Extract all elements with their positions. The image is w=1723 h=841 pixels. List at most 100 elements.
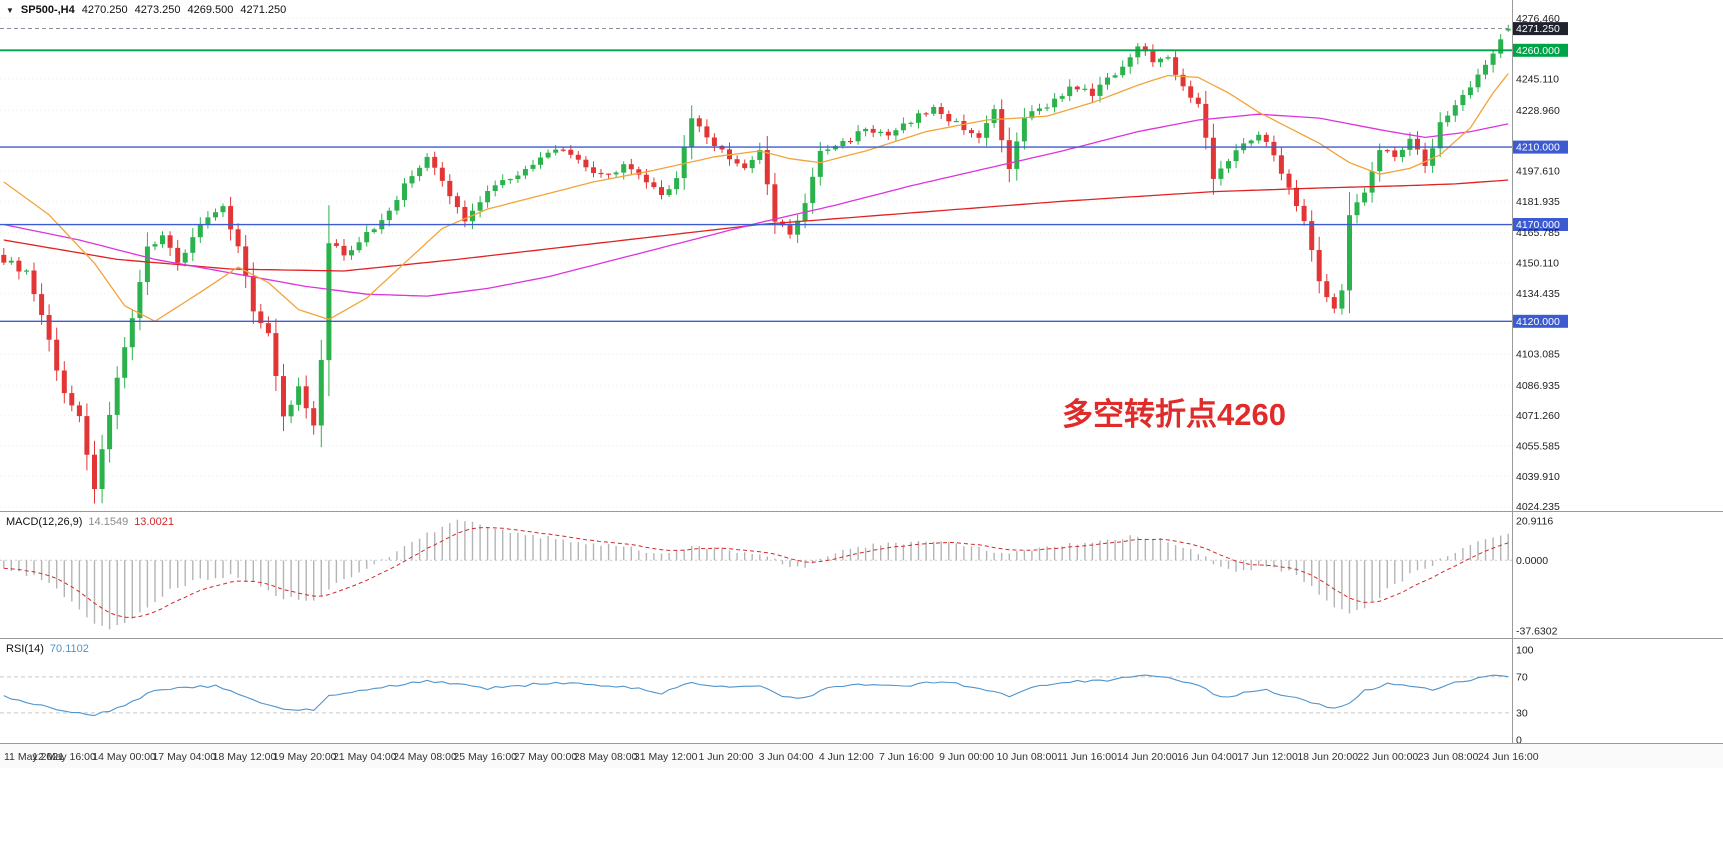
candle-up [1248, 140, 1254, 144]
candle-up [1460, 95, 1466, 106]
candle-down [598, 172, 604, 175]
candle-down [54, 339, 60, 371]
price-axis[interactable] [1513, 0, 1723, 743]
annotation-text[interactable]: 多空转折点4260 [1062, 397, 1286, 432]
candle-up [1369, 171, 1375, 193]
candle-down [175, 247, 181, 263]
candle-up [1135, 46, 1141, 58]
candle-up [137, 282, 143, 319]
candle-down [1301, 205, 1307, 222]
candle-up [409, 176, 415, 184]
candle-up [1120, 66, 1126, 76]
time-axis-label: 10 Jun 08:00 [996, 751, 1057, 763]
price-line-label: 4210.000 [1513, 140, 1568, 154]
candle-up [1082, 88, 1088, 90]
candle-down [1150, 51, 1156, 63]
candle-up [757, 150, 763, 160]
candle-up [1112, 75, 1118, 78]
candle-up [840, 141, 846, 146]
time-axis-label: 3 Jun 04:00 [759, 751, 814, 763]
time-axis-label: 14 May 00:00 [92, 751, 156, 763]
candle-up [1399, 149, 1405, 157]
candle-up [1021, 118, 1027, 142]
rsi-axis-label: 70 [1516, 671, 1528, 683]
candle-up [863, 128, 869, 132]
time-axis-label: 25 May 16:00 [453, 751, 517, 763]
time-axis-label: 14 Jun 20:00 [1117, 751, 1178, 763]
candle-up [129, 318, 135, 348]
candle-up [356, 242, 362, 251]
time-axis-label: 17 Jun 12:00 [1237, 751, 1298, 763]
macd-axis-label: -37.6302 [1516, 625, 1558, 637]
candle-down [235, 229, 241, 247]
candle-down [1173, 57, 1179, 75]
time-axis-label: 9 Jun 00:00 [939, 751, 994, 763]
time-axis-label: 21 May 04:00 [333, 751, 397, 763]
candle-up [296, 386, 302, 405]
macd-signal-line [3, 527, 1509, 619]
candle-down [560, 149, 566, 151]
time-axis-label: 18 Jun 20:00 [1297, 751, 1358, 763]
candle-up [1452, 105, 1458, 116]
candle-up [900, 123, 906, 131]
candle-up [1362, 192, 1368, 203]
candle-down [311, 408, 317, 426]
price-axis-label: 4039.910 [1516, 471, 1560, 483]
candle-up [371, 229, 377, 232]
time-axis-label: 16 Jun 04:00 [1177, 751, 1238, 763]
candle-up [689, 118, 695, 147]
symbol-period-label: SP500-,H4 [20, 4, 75, 16]
candle-up [810, 176, 816, 204]
time-axis-label: 1 Jun 20:00 [698, 751, 753, 763]
candle-up [931, 107, 937, 114]
time-axis-label: 4 Jun 12:00 [819, 751, 874, 763]
svg-text:4170.000: 4170.000 [1516, 219, 1560, 231]
candle-up [1029, 111, 1035, 119]
candle-up [1377, 150, 1383, 172]
candle-down [228, 206, 234, 230]
ohlc-low-value: 4269.500 [187, 4, 234, 16]
price-axis-label: 4197.610 [1516, 166, 1560, 178]
price-axis-label: 4150.110 [1516, 258, 1559, 270]
candle-down [1384, 150, 1390, 152]
time-axis-label: 22 Jun 00:00 [1358, 751, 1419, 763]
candle-down [628, 164, 634, 170]
candle-up [205, 217, 211, 225]
candle-up [1475, 74, 1481, 88]
symbol-dropdown-icon[interactable]: ▼ [6, 5, 14, 15]
price-axis-label: 4181.935 [1516, 196, 1560, 208]
price-axis-label: 4276.460 [1516, 13, 1560, 25]
candle-up [878, 131, 884, 133]
price-axis-label: 4245.110 [1516, 74, 1559, 86]
candle-up [477, 202, 483, 211]
candle-up [1498, 39, 1504, 54]
candle-up [1127, 57, 1133, 67]
time-axis-label: 24 Jun 16:00 [1478, 751, 1539, 763]
candle-up [1067, 86, 1073, 97]
time-axis-label: 7 Jun 16:00 [879, 751, 934, 763]
candle-down [1, 254, 7, 263]
price-axis-label: 4055.585 [1516, 441, 1560, 453]
candle-up [666, 189, 672, 195]
candle-down [643, 174, 649, 183]
candle-down [1195, 97, 1201, 104]
candle-up [152, 244, 158, 247]
candle-down [764, 150, 770, 185]
candle-up [1347, 215, 1352, 291]
candle-down [696, 118, 702, 127]
time-axis-label: 11 Jun 16:00 [1057, 751, 1117, 763]
candle-up [182, 252, 188, 263]
candle-down [281, 376, 286, 417]
time-axis-label: 28 May 08:00 [574, 751, 638, 763]
candle-up [220, 206, 226, 213]
candle-down [651, 182, 657, 188]
candle-up [1105, 77, 1110, 85]
svg-text:4260.000: 4260.000 [1516, 45, 1560, 57]
time-axis[interactable] [0, 744, 1723, 768]
candle-up [1218, 168, 1224, 179]
candle-up [492, 185, 498, 191]
candle-down [333, 243, 339, 246]
candle-up [1256, 134, 1262, 141]
